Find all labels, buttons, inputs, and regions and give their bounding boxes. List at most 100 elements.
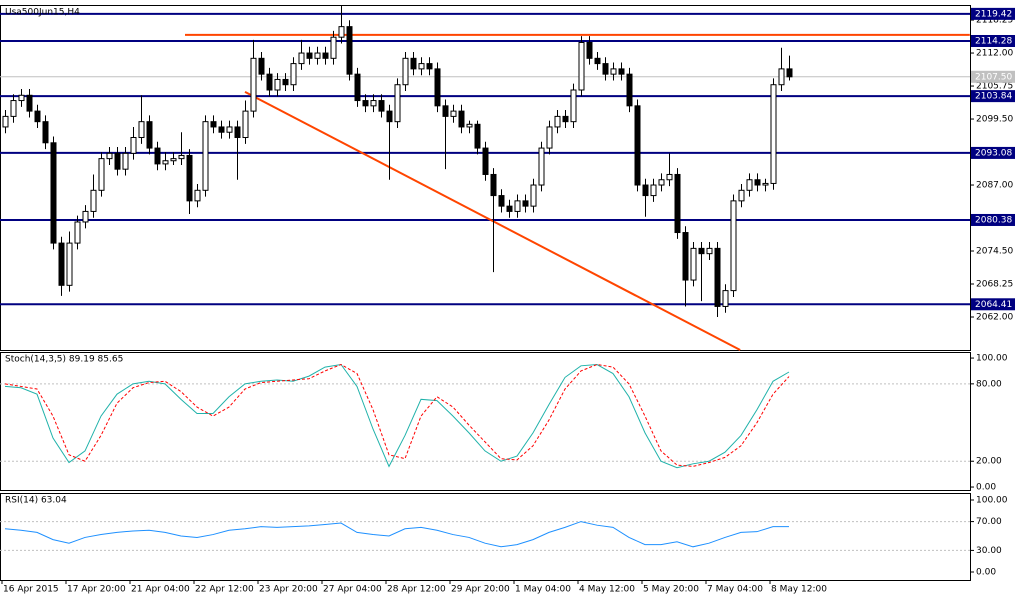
candle-body [586, 41, 593, 59]
candle-body [394, 84, 401, 123]
panel-title: Stoch(14,3,5) 89.19 85.65 [5, 355, 123, 365]
candle-body [242, 110, 249, 139]
x-tick-label: 28 Apr 12:00 [387, 585, 446, 595]
x-tick-label: 21 Apr 04:00 [131, 585, 190, 595]
y-tick-label: 2112.00 [976, 49, 1013, 59]
candle-body [618, 68, 625, 75]
x-tick-label: 1 May 04:00 [515, 585, 571, 595]
candle-body [322, 52, 329, 59]
candle-body [562, 115, 569, 123]
candle-body [2, 115, 9, 128]
candle-body [106, 152, 113, 160]
level-box [971, 146, 1015, 159]
x-tick-label: 4 May 12:00 [579, 585, 635, 595]
candle-body [754, 179, 761, 186]
candle-body [218, 126, 225, 133]
candle-body [362, 100, 369, 107]
candle-body [98, 158, 105, 191]
candle-body [682, 232, 689, 281]
candle-body [458, 110, 465, 128]
candle-body [50, 142, 57, 244]
candle-body [578, 41, 585, 91]
candle-body [306, 52, 313, 59]
y-tick-label: 2062.00 [976, 313, 1013, 323]
candle-body [386, 110, 393, 123]
level-box [971, 35, 1015, 48]
candle-body [346, 26, 353, 75]
candle-body [642, 184, 649, 197]
candle-body [450, 110, 457, 117]
candle-body [650, 184, 657, 197]
last-price-label: 2107.50 [975, 72, 1012, 82]
x-tick-label: 16 Apr 2015 [3, 585, 59, 595]
candle-body [482, 147, 489, 175]
level-label: 2080.38 [975, 215, 1012, 225]
candle-body [26, 94, 33, 112]
candle-body [442, 105, 449, 117]
candle-body [162, 160, 169, 165]
candle-body [418, 63, 425, 70]
y-tick-label: 2074.50 [976, 247, 1013, 257]
candle-body [354, 73, 361, 102]
candle-body [274, 78, 281, 91]
candle-body [514, 200, 521, 212]
candle-body [338, 26, 345, 38]
candle-body [658, 179, 665, 186]
candle-body [194, 189, 201, 202]
candle-body [10, 100, 17, 117]
candle-body [410, 57, 417, 70]
candle-body [778, 68, 785, 86]
y-tick-label: 100.00 [976, 495, 1008, 505]
y-tick-label: 0.00 [976, 483, 996, 493]
candle-body [530, 184, 537, 207]
candle-body [58, 242, 65, 286]
candle-body [666, 173, 673, 181]
candle-body [18, 94, 25, 102]
candle-body [466, 123, 473, 128]
candle-body [154, 147, 161, 165]
candle-body [714, 247, 721, 307]
level-label: 2064.41 [975, 300, 1012, 310]
candle-body [730, 200, 737, 292]
candle-body [114, 152, 121, 170]
candle-body [90, 189, 97, 212]
level-box [971, 298, 1015, 311]
candle-body [634, 105, 641, 186]
candle-body [138, 121, 145, 139]
candle-body [378, 100, 385, 112]
candle-body [498, 195, 505, 207]
x-tick-label: 23 Apr 20:00 [259, 585, 318, 595]
indicator-line [4, 521, 790, 548]
candle-body [602, 63, 609, 75]
candle-body [266, 73, 273, 91]
x-tick-label: 7 May 04:00 [707, 585, 763, 595]
candle-body [82, 210, 89, 223]
candle-body [258, 57, 265, 75]
candle-body [626, 73, 633, 107]
candle-body [706, 247, 713, 255]
candle-body [722, 290, 729, 307]
candle-body [210, 121, 217, 128]
candle-body [226, 126, 233, 133]
candle-body [770, 84, 777, 184]
candle-body [698, 247, 705, 255]
x-tick-label: 29 Apr 20:00 [451, 585, 510, 595]
level-label: 2119.42 [975, 9, 1012, 19]
candle-body [474, 123, 481, 149]
y-tick-label: 2099.50 [976, 115, 1013, 125]
candle-body [250, 57, 257, 112]
candle-body [594, 57, 601, 65]
candle-body [546, 126, 553, 149]
y-tick-label: 2087.00 [976, 181, 1013, 191]
x-tick-label: 8 May 12:00 [771, 585, 827, 595]
candle-body [146, 121, 153, 149]
candle-body [130, 137, 137, 154]
candle-body [370, 100, 377, 107]
candle-body [738, 189, 745, 202]
candle-body [746, 179, 753, 191]
y-tick-label: 70.00 [976, 517, 1002, 527]
indicator-line [4, 363, 790, 467]
x-tick-label: 27 Apr 04:00 [323, 585, 382, 595]
panel-title: RSI(14) 63.04 [5, 496, 67, 506]
